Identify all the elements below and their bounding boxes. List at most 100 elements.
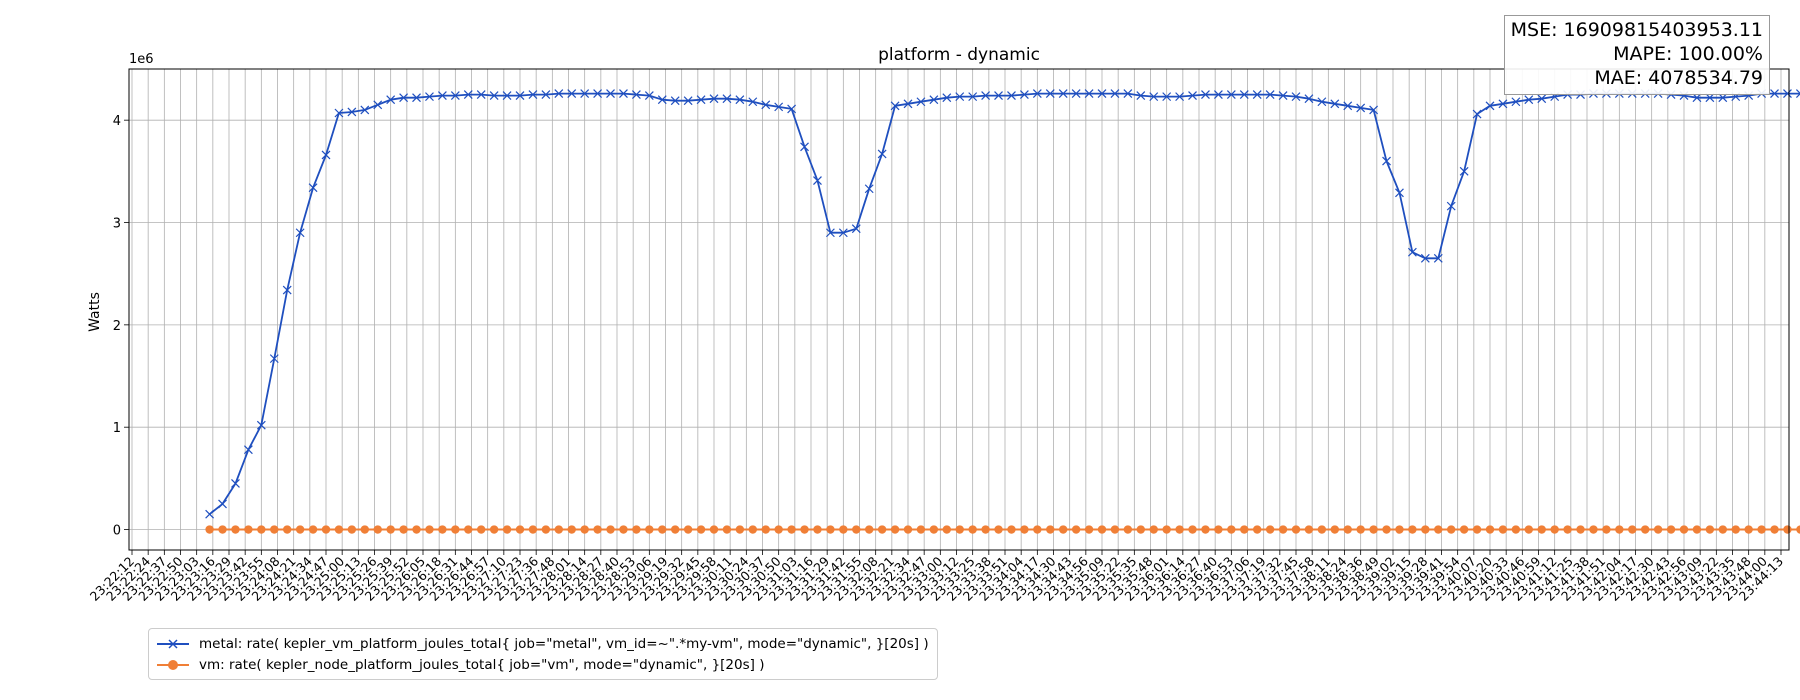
metal-point: [761, 100, 771, 110]
vm-point: [283, 525, 292, 534]
vm-point: [1641, 525, 1650, 534]
metal-point: [1019, 90, 1029, 100]
vm-point: [1472, 525, 1482, 534]
metal-point: [256, 420, 266, 430]
legend-entry-metal: metal: rate( kepler_vm_platform_joules_t…: [155, 633, 929, 654]
vm-point: [1563, 525, 1572, 534]
metal-point: [1472, 109, 1482, 119]
vm-point: [1046, 525, 1055, 534]
vm-point: [244, 525, 253, 534]
metal-point: [593, 89, 603, 98]
vm-point: [386, 525, 395, 534]
vm-point: [1783, 525, 1792, 534]
legend-label-metal: metal: rate( kepler_vm_platform_joules_t…: [199, 635, 929, 652]
vm-point: [360, 525, 369, 534]
vm-point: [334, 525, 344, 534]
metal-point: [502, 91, 512, 101]
vm-point: [903, 525, 913, 534]
metal-point: [800, 142, 809, 152]
metal-point: [1783, 89, 1792, 98]
metal-point: [916, 97, 926, 107]
vm-point: [1459, 525, 1469, 534]
vm-point: [1434, 525, 1443, 534]
vm-point: [1718, 525, 1728, 534]
mae-text: MAE: 4078534.79: [1594, 67, 1763, 89]
vm-point: [1447, 525, 1456, 534]
vm-point: [205, 525, 214, 534]
metal-point: [968, 92, 978, 102]
metal-point: [1485, 101, 1495, 111]
y-tick-label: 2: [113, 319, 121, 334]
vm-point: [1757, 525, 1766, 534]
metal-point: [1058, 89, 1068, 98]
metal-point: [412, 93, 421, 103]
vm-point: [257, 525, 266, 534]
metal-point: [334, 108, 344, 118]
y-tick-label: 0: [113, 524, 121, 539]
chart-title: platform - dynamic: [878, 45, 1040, 65]
vm-point: [748, 525, 757, 534]
metal-point: [1770, 89, 1779, 98]
vm-point: [347, 525, 357, 534]
metal-point: [1032, 89, 1042, 98]
metal-point: [1110, 89, 1120, 98]
vm-point: [1550, 525, 1559, 534]
vm-point: [826, 525, 835, 534]
vm-point: [1317, 525, 1327, 534]
metal-point: [463, 90, 473, 100]
vm-point: [1343, 525, 1352, 534]
metal-point: [619, 89, 628, 98]
vm-point: [1084, 525, 1094, 534]
vm-point: [1524, 525, 1534, 534]
metal-point: [606, 89, 615, 98]
vm-point: [813, 525, 822, 534]
metal-point: [1084, 89, 1094, 98]
metal-point: [1356, 103, 1366, 113]
series-layer: [205, 89, 1800, 534]
vm-point: [477, 525, 486, 534]
legend: metal: rate( kepler_vm_platform_joules_t…: [148, 628, 938, 680]
vm-point: [1537, 525, 1546, 534]
vm-point: [438, 525, 447, 534]
vm-point: [968, 525, 977, 534]
vm-point: [1744, 525, 1753, 534]
vm-point: [451, 525, 460, 534]
metal-point: [1420, 253, 1430, 263]
metal-point: [722, 94, 732, 104]
vm-point: [1136, 525, 1146, 534]
vm-point: [1059, 525, 1068, 534]
metal-point: [1369, 105, 1379, 115]
metal-point: [1071, 89, 1081, 98]
vm-point: [554, 525, 563, 534]
vm-point: [1485, 525, 1495, 534]
vm-point: [1653, 525, 1663, 534]
metal-point: [942, 93, 952, 103]
vm-point: [852, 525, 861, 534]
metal-point: [450, 91, 460, 101]
vm-point: [231, 525, 240, 534]
metal-point: [1201, 90, 1210, 100]
metal-point: [1537, 94, 1547, 104]
metal-series-line: [209, 92, 1800, 515]
metal-point: [373, 100, 383, 110]
vm-point: [1408, 525, 1417, 534]
vm-point: [489, 525, 499, 534]
vm-point: [1227, 525, 1236, 534]
metal-point: [1459, 166, 1469, 176]
metal-point: [1239, 90, 1249, 100]
metal-point: [437, 91, 447, 101]
vm-point: [1110, 525, 1120, 534]
y-tick-label: 4: [113, 114, 121, 129]
vm-point: [1175, 525, 1184, 534]
metal-point: [696, 95, 706, 105]
vm-point: [981, 525, 990, 534]
vm-point: [1692, 525, 1702, 534]
vm-point: [1162, 525, 1171, 534]
metal-point: [282, 285, 292, 295]
metal-point: [774, 102, 784, 112]
vm-point: [929, 525, 939, 534]
vm-point: [683, 525, 693, 534]
metal-point: [735, 95, 745, 105]
metal-point: [515, 91, 525, 101]
